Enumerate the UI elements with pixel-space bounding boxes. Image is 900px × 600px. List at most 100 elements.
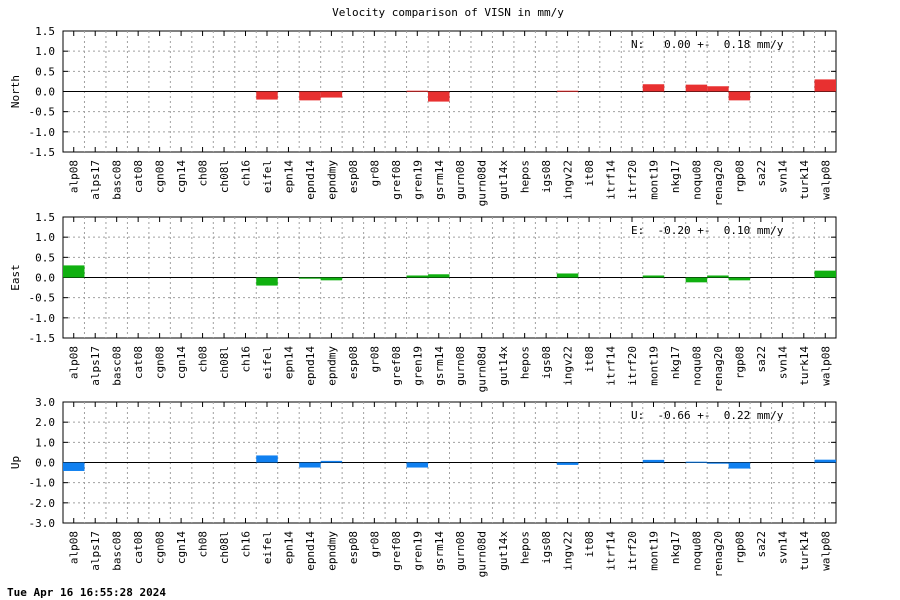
- x-tick-label: it08: [583, 346, 596, 373]
- bar-epnd14: [299, 277, 321, 279]
- y-tick-label: -0.5: [29, 106, 56, 119]
- x-tick-label: cat08: [132, 160, 145, 193]
- x-tick-label: walp08: [819, 160, 832, 200]
- x-tick-label: renag20: [712, 346, 725, 392]
- stats-annotation: N: 0.00 +- 0.18 mm/y: [631, 38, 784, 51]
- x-tick-label: eifel: [261, 531, 274, 564]
- y-tick-label: -0.5: [29, 292, 56, 305]
- x-tick-label: itrf20: [626, 346, 639, 386]
- x-tick-label: itrf14: [605, 160, 618, 200]
- x-tick-label: gut14x: [497, 346, 510, 386]
- x-tick-label: cgn14: [175, 531, 188, 564]
- x-tick-label: gut14x: [497, 531, 510, 571]
- panel-east: -1.5 -1.0 -0.5 0.0 0.5 1.0 1.5 alp08 alps17 basc0…: [9, 211, 837, 392]
- x-tick-label: gurn08d: [476, 160, 489, 206]
- x-tick-label: gr08: [368, 346, 381, 373]
- x-tick-label: epn14: [282, 346, 295, 379]
- x-tick-label: gr08: [368, 531, 381, 558]
- x-tick-label: nkg17: [669, 160, 682, 193]
- x-tick-label: mont19: [647, 160, 660, 200]
- bar-epndmy: [320, 277, 343, 281]
- x-tick-label: itrf20: [626, 531, 639, 571]
- bar-ingv22: [556, 90, 579, 92]
- x-tick-label: noqu08: [690, 160, 703, 200]
- x-tick-label: cat08: [132, 346, 145, 379]
- x-tick-label: igs08: [540, 531, 553, 564]
- x-tick-label: walp08: [819, 346, 832, 386]
- y-tick-label: -1.0: [29, 126, 56, 139]
- x-tick-label: turk14: [798, 531, 811, 571]
- x-tick-label: sa22: [755, 160, 768, 187]
- x-tick-label: eifel: [261, 160, 274, 193]
- stats-annotation: E: -0.20 +- 0.10 mm/y: [631, 224, 784, 237]
- bar-rgp08: [728, 91, 751, 101]
- bar-gren19: [406, 275, 429, 278]
- panel-north: -1.5 -1.0 -0.5 0.0 0.5 1.0 1.5 alp08 alps17 basc0…: [9, 25, 837, 206]
- x-tick-label: esp08: [347, 346, 360, 379]
- bar-renag20: [707, 275, 729, 278]
- x-tick-label: igs08: [540, 346, 553, 379]
- x-tick-label: cgn08: [154, 346, 167, 379]
- panel-up: -3.0 -2.0 -1.0 0.0 1.0 2.0 3.0 alp08 alps17 basc0…: [9, 396, 837, 577]
- x-tick-label: epnd14: [304, 160, 317, 200]
- x-tick-label: basc08: [111, 346, 124, 386]
- bar-eifel: [256, 277, 278, 286]
- x-tick-label: gsrm14: [433, 531, 446, 571]
- x-tick-label: itrf14: [605, 346, 618, 386]
- bar-gsrm14: [428, 274, 450, 278]
- x-tick-label: hepos: [519, 346, 532, 379]
- stats-annotation: U: -0.66 +- 0.22 mm/y: [631, 409, 784, 422]
- x-tick-label: gren19: [411, 531, 424, 571]
- bar-rgp08: [728, 277, 751, 281]
- x-tick-label: renag20: [712, 160, 725, 206]
- x-tick-label: gsrm14: [433, 160, 446, 200]
- x-tick-label: igs08: [540, 160, 553, 193]
- bar-walp08: [814, 459, 836, 463]
- x-tick-label: gurn08d: [476, 531, 489, 577]
- y-tick-label: -2.0: [29, 497, 56, 510]
- x-tick-label: ingv22: [562, 531, 575, 571]
- x-tick-label: mont19: [647, 346, 660, 386]
- y-tick-label: 0.5: [35, 65, 55, 78]
- bar-mont19: [642, 459, 665, 463]
- x-tick-label: ch08l: [218, 346, 231, 379]
- x-tick-label: epnd14: [304, 346, 317, 386]
- y-tick-label: -1.0: [29, 477, 56, 490]
- y-tick-label: -3.0: [29, 517, 56, 530]
- bar-rgp08: [728, 462, 751, 469]
- bar-epnd14: [299, 91, 321, 101]
- x-tick-label: hepos: [519, 160, 532, 193]
- x-tick-label: epndmy: [325, 346, 338, 386]
- bar-walp08: [814, 79, 836, 92]
- bar-alp08: [63, 265, 85, 278]
- x-tick-label: ch08: [197, 160, 210, 187]
- x-tick-label: hepos: [519, 531, 532, 564]
- y-tick-label: 1.0: [35, 45, 55, 58]
- x-tick-label: cat08: [132, 531, 145, 564]
- x-tick-label: rgp08: [733, 346, 746, 379]
- x-tick-label: noqu08: [690, 531, 703, 571]
- x-tick-label: ch08: [197, 346, 210, 373]
- x-tick-label: epn14: [282, 160, 295, 193]
- x-tick-label: alps17: [89, 160, 102, 200]
- bar-eifel: [256, 91, 278, 100]
- y-tick-label: 2.0: [35, 416, 55, 429]
- x-tick-label: gurn08: [454, 531, 467, 571]
- bar-renag20: [707, 462, 729, 464]
- x-tick-label: nkg17: [669, 531, 682, 564]
- x-tick-label: turk14: [798, 160, 811, 200]
- x-tick-label: ch08: [197, 531, 210, 558]
- x-tick-label: gurn08: [454, 160, 467, 200]
- bar-walp08: [814, 270, 836, 278]
- bar-mont19: [642, 275, 665, 278]
- x-tick-label: rgp08: [733, 160, 746, 193]
- bar-epnd14: [299, 462, 321, 468]
- x-tick-label: alp08: [68, 160, 81, 193]
- x-tick-label: esp08: [347, 531, 360, 564]
- x-tick-label: alp08: [68, 531, 81, 564]
- x-tick-label: alp08: [68, 346, 81, 379]
- x-tick-label: it08: [583, 160, 596, 187]
- x-tick-label: cgn14: [175, 160, 188, 193]
- y-tick-label: 0.0: [35, 272, 55, 285]
- bar-epndmy: [320, 460, 343, 463]
